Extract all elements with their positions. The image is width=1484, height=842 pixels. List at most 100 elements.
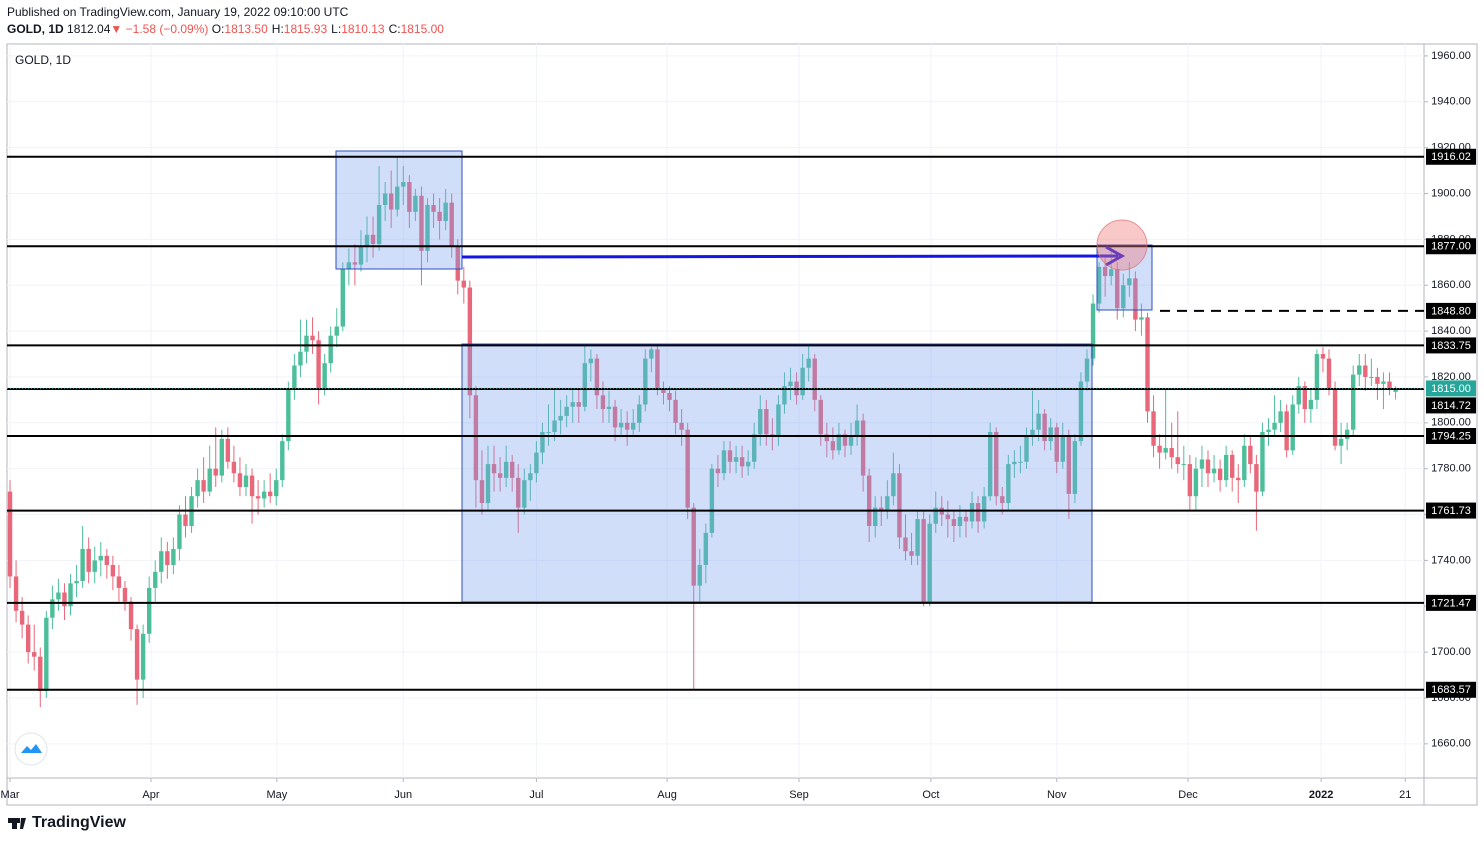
chart-legend: GOLD, 1D bbox=[15, 53, 71, 67]
candle-body bbox=[19, 610, 25, 625]
candle-body bbox=[1217, 468, 1223, 481]
candle-body bbox=[824, 434, 830, 442]
candle-body bbox=[1127, 278, 1132, 286]
candle-body bbox=[564, 406, 569, 416]
candle-body bbox=[963, 516, 969, 522]
x-tick-label: Jun bbox=[394, 789, 412, 801]
candle-body bbox=[1175, 457, 1180, 465]
candle-body bbox=[643, 358, 648, 405]
price-label-bg bbox=[1426, 148, 1476, 165]
candle-body bbox=[1363, 365, 1368, 377]
tv-logo-button[interactable] bbox=[14, 732, 48, 766]
candle-body bbox=[987, 431, 993, 497]
candle-body bbox=[921, 519, 926, 602]
price-label: 1833.75 bbox=[1431, 340, 1471, 352]
candle-body bbox=[249, 475, 255, 497]
y-tick-label: 1820.00 bbox=[1431, 371, 1471, 383]
candle-body bbox=[431, 204, 436, 212]
x-tick-label: Jul bbox=[529, 789, 543, 801]
candle-body bbox=[836, 434, 842, 451]
change: −1.58 (−0.09%) bbox=[125, 22, 209, 36]
candle-body bbox=[540, 431, 545, 453]
candle-body bbox=[981, 496, 987, 522]
candle-body bbox=[1042, 413, 1047, 442]
candle-body bbox=[994, 431, 999, 497]
ohlc: O:1813.50 H:1815.93 L:1810.13 C:1815.00 bbox=[212, 22, 448, 36]
candle-body bbox=[782, 386, 787, 405]
candle-body bbox=[255, 496, 261, 499]
candle-body bbox=[134, 629, 140, 680]
candle-body bbox=[62, 592, 67, 607]
candle-body bbox=[503, 461, 509, 478]
candle-body bbox=[1260, 431, 1265, 492]
candle-body bbox=[395, 186, 400, 210]
candle-body bbox=[122, 587, 128, 602]
ohlc-value: 1810.13 bbox=[341, 22, 385, 36]
candle-body bbox=[401, 182, 406, 187]
candle-body bbox=[80, 548, 85, 582]
candle-body bbox=[473, 395, 479, 481]
candle-body bbox=[1308, 399, 1314, 410]
candle-body bbox=[800, 367, 805, 396]
highlight-circle bbox=[1096, 219, 1148, 271]
last-value: 1812.04 bbox=[67, 22, 111, 36]
change-arrow: ▼ bbox=[110, 22, 123, 36]
candle-body bbox=[848, 436, 854, 446]
candle-body bbox=[1223, 454, 1229, 481]
candle-body bbox=[497, 473, 503, 478]
candle-body bbox=[1242, 445, 1247, 481]
candle-body bbox=[292, 365, 297, 389]
candle-body bbox=[1090, 303, 1096, 359]
candle-body bbox=[491, 464, 497, 474]
candle-body bbox=[13, 576, 19, 611]
candle-body bbox=[1115, 269, 1120, 309]
candle-body bbox=[576, 402, 581, 407]
logo-circle[interactable] bbox=[14, 732, 48, 766]
candle-body bbox=[340, 269, 345, 327]
candle-body bbox=[558, 415, 563, 421]
x-tick-label: May bbox=[266, 789, 287, 801]
candle-body bbox=[146, 587, 152, 634]
candle-body bbox=[1369, 376, 1374, 378]
candle-body bbox=[128, 601, 134, 630]
candle-body bbox=[606, 406, 612, 410]
candle-body bbox=[376, 204, 382, 244]
ohlc-key: C: bbox=[388, 22, 401, 36]
candle-body bbox=[261, 491, 267, 499]
candle-body bbox=[1296, 386, 1301, 405]
candle-body bbox=[697, 564, 702, 586]
candle-body bbox=[891, 473, 896, 497]
candle-body bbox=[1036, 413, 1041, 430]
candle-body bbox=[298, 351, 303, 366]
candle-body bbox=[764, 409, 769, 435]
candle-body bbox=[1387, 381, 1392, 389]
candle-body bbox=[776, 404, 781, 437]
candle-body bbox=[243, 475, 249, 488]
candle-body bbox=[588, 358, 594, 364]
candle-body bbox=[933, 507, 938, 524]
candle-body bbox=[328, 335, 333, 364]
price-label: 1721.47 bbox=[1431, 597, 1471, 609]
y-tick-label: 1860.00 bbox=[1431, 279, 1471, 291]
candle-body bbox=[1278, 411, 1283, 423]
candle-body bbox=[516, 477, 521, 508]
candle-body bbox=[322, 363, 327, 389]
candle-body bbox=[1169, 448, 1174, 458]
y-tick-label: 1780.00 bbox=[1431, 463, 1471, 475]
ohlc-value: 1815.00 bbox=[400, 22, 444, 36]
price-label-bg bbox=[1426, 302, 1476, 319]
x-tick-label: 21 bbox=[1399, 789, 1411, 801]
x-tick-label: Oct bbox=[922, 789, 939, 801]
candle-body bbox=[915, 519, 920, 556]
x-tick-label: Aug bbox=[657, 789, 677, 801]
candle-body bbox=[195, 480, 200, 497]
candle-body bbox=[1272, 422, 1277, 430]
candle-body bbox=[104, 555, 110, 565]
candle-body bbox=[183, 514, 188, 526]
candle-body bbox=[528, 473, 533, 481]
candle-body bbox=[346, 262, 352, 270]
candle-body bbox=[546, 431, 551, 433]
candle-body bbox=[637, 404, 642, 423]
candle-body bbox=[1145, 317, 1150, 412]
